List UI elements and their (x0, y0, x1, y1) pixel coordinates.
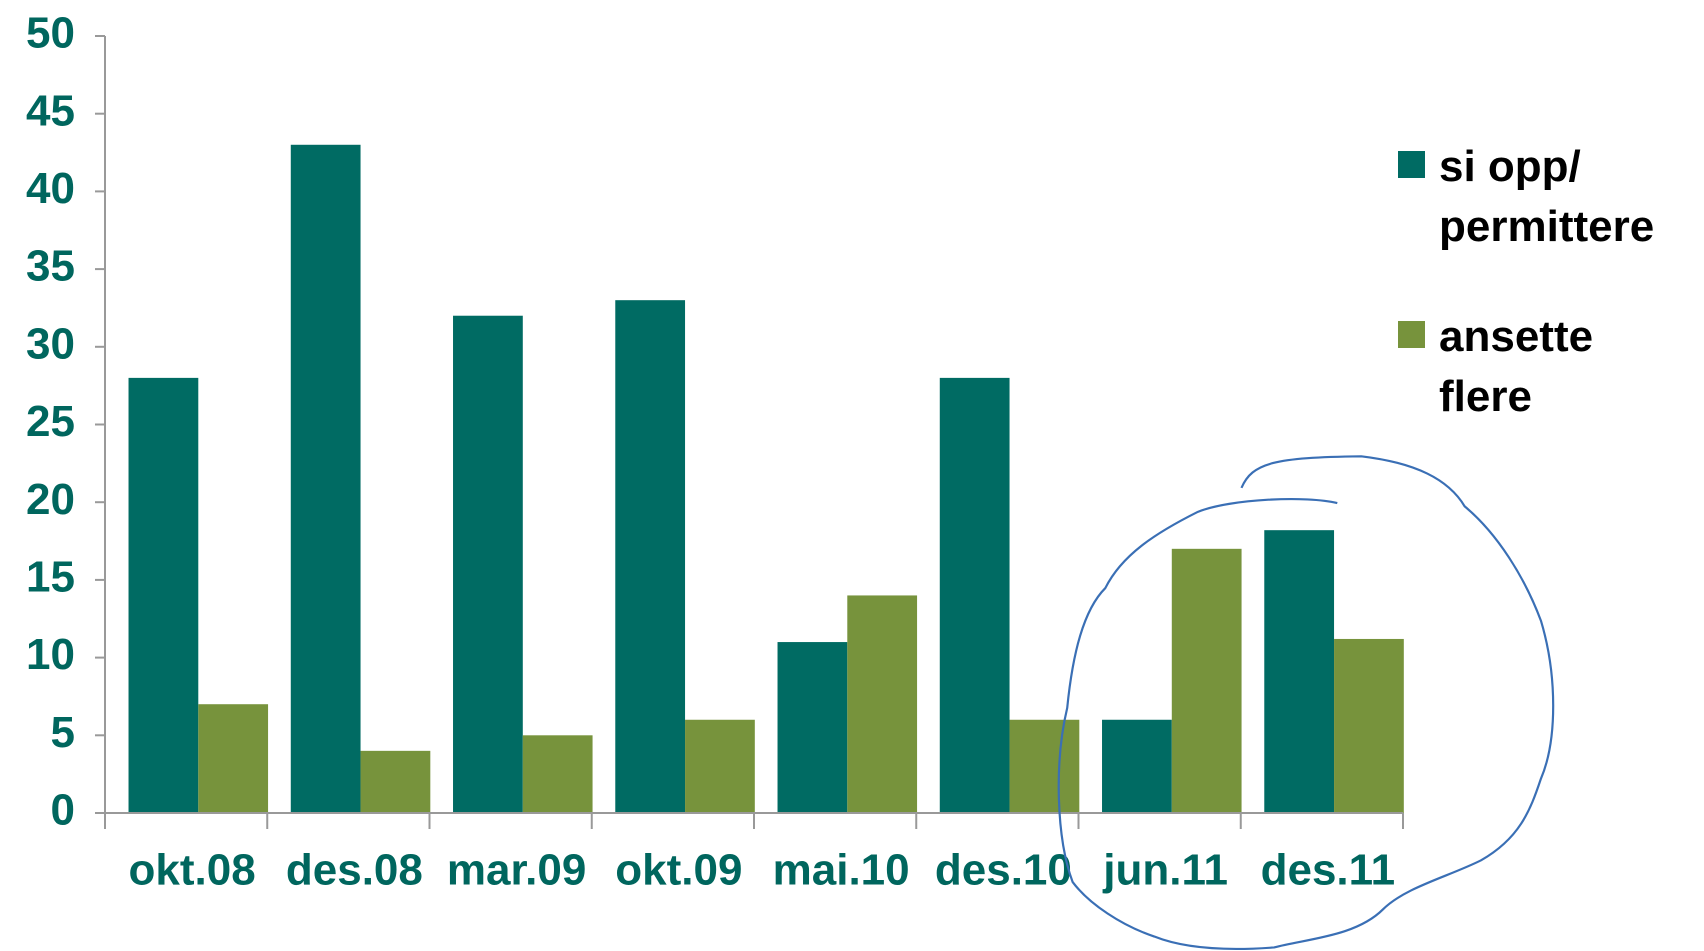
y-tick-label: 40 (26, 164, 75, 213)
x-tick-label: okt.09 (615, 846, 742, 895)
bar (522, 735, 593, 813)
x-tick-label: mai.10 (773, 846, 910, 895)
x-tick-label: des.08 (286, 846, 423, 895)
plot: 0 5 10 15 20 25 30 35 40 45 50 okt.08 des.08 mar.09 ok… (26, 9, 1404, 895)
y-tick-label: 15 (26, 553, 75, 602)
x-tick-label: mar.09 (447, 846, 586, 895)
bar (615, 300, 686, 813)
bar (777, 642, 848, 813)
bar (939, 377, 1010, 813)
bar (1264, 530, 1335, 813)
legend-swatch (1398, 321, 1425, 348)
bar (847, 595, 918, 813)
legend-label: si opp/ permittere (1439, 142, 1655, 251)
legend-entry: si opp/ permittere (1398, 137, 1679, 257)
legend-entry: ansette flere (1398, 307, 1679, 427)
y-tick-label: 10 (26, 630, 75, 679)
x-tick-label: okt.08 (129, 846, 256, 895)
bar (1334, 638, 1404, 813)
y-tick-label: 50 (26, 9, 75, 58)
x-tick-label: des.11 (1261, 846, 1396, 895)
y-tick-label: 30 (26, 319, 75, 368)
bar (360, 750, 431, 813)
y-tick-label: 0 (51, 786, 75, 835)
y-tick-label: 20 (26, 475, 75, 524)
bar (198, 704, 269, 813)
y-tick-label: 45 (26, 86, 75, 135)
y-tick-label: 25 (26, 397, 75, 446)
y-tick-label: 5 (51, 708, 75, 757)
bar (453, 315, 523, 813)
bar (1102, 719, 1172, 813)
bar (128, 377, 199, 813)
legend-swatch (1398, 151, 1425, 178)
bar (290, 144, 361, 813)
hand-drawn-circle (1057, 455, 1555, 951)
y-tick-label: 35 (26, 242, 75, 291)
bar (685, 719, 755, 813)
bar (1009, 719, 1080, 813)
bar (1171, 548, 1242, 813)
x-tick-label: jun.11 (1102, 846, 1228, 895)
x-tick-label: des.10 (935, 846, 1072, 895)
legend-label: ansette flere (1439, 312, 1594, 421)
